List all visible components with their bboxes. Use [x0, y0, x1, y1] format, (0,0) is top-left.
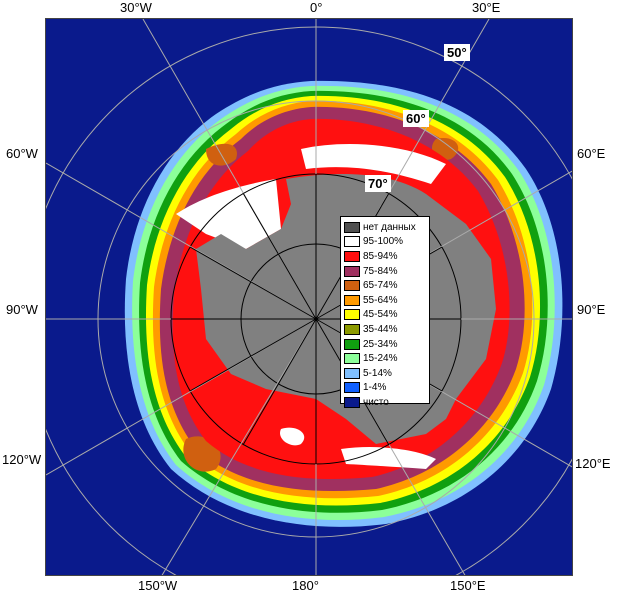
sea-ice-map [45, 18, 573, 576]
lon-label-90e: 90°E [577, 302, 606, 317]
lon-label-30w: 30°W [120, 0, 152, 15]
legend-label: 1-4% [363, 382, 387, 394]
ice-95-100-patch [280, 427, 305, 446]
legend-swatch [344, 353, 360, 365]
legend-swatch [344, 250, 360, 262]
legend-item: нет данных [344, 220, 426, 235]
legend-label: 55-64% [363, 294, 398, 306]
legend-label: 25-34% [363, 338, 398, 350]
legend-label: 35-44% [363, 323, 398, 335]
legend-swatch [344, 221, 360, 233]
legend-swatch [344, 338, 360, 350]
lon-label-0: 0° [310, 0, 323, 15]
legend-label: 45-54% [363, 309, 398, 321]
legend-item: 15-24% [344, 351, 426, 366]
lon-label-120w: 120°W [2, 452, 42, 467]
lon-label-60w: 60°W [6, 146, 38, 161]
legend-swatch [344, 382, 360, 394]
legend-swatch [344, 294, 360, 306]
legend-label: 5-14% [363, 367, 392, 379]
lon-label-60e: 60°E [577, 146, 606, 161]
lon-label-150e: 150°E [450, 578, 486, 593]
legend-swatch [344, 396, 360, 408]
legend-item: 45-54% [344, 308, 426, 323]
legend: нет данных 95-100% 85-94% 75-84% 65-74% 55-64… [340, 216, 430, 408]
legend-item: 5-14% [344, 366, 426, 381]
ice-95-100-patch [301, 144, 446, 184]
legend-swatch [344, 280, 360, 292]
legend-item: 25-34% [344, 337, 426, 352]
map-canvas [46, 19, 572, 575]
legend-item: 65-74% [344, 278, 426, 293]
lat-label-60: 60° [403, 110, 429, 127]
lon-label-180: 180° [292, 578, 319, 593]
legend-swatch [344, 367, 360, 379]
legend-swatch [344, 323, 360, 335]
legend-label: нет данных [363, 221, 416, 233]
legend-swatch [344, 265, 360, 277]
lat-label-70: 70° [365, 175, 391, 192]
legend-item: 85-94% [344, 249, 426, 264]
lon-label-120e: 120°E [575, 456, 611, 471]
legend-label: 15-24% [363, 353, 398, 365]
legend-item: 95-100% [344, 235, 426, 250]
legend-item: 55-64% [344, 293, 426, 308]
legend-item: чисто [344, 395, 426, 410]
ice-95-100-patch [176, 179, 281, 249]
legend-label: 85-94% [363, 250, 398, 262]
legend-label: 95-100% [363, 236, 404, 248]
legend-item: 35-44% [344, 322, 426, 337]
lat-label-50: 50° [444, 44, 470, 61]
legend-label: чисто [363, 396, 389, 408]
legend-swatch [344, 236, 360, 248]
lon-label-30e: 30°E [472, 0, 501, 15]
ice-95-100-patch [341, 447, 436, 469]
lon-label-90w: 90°W [6, 302, 38, 317]
legend-swatch [344, 309, 360, 321]
legend-item: 75-84% [344, 264, 426, 279]
legend-label: 65-74% [363, 280, 398, 292]
legend-item: 1-4% [344, 381, 426, 396]
lon-label-150w: 150°W [138, 578, 178, 593]
legend-label: 75-84% [363, 265, 398, 277]
